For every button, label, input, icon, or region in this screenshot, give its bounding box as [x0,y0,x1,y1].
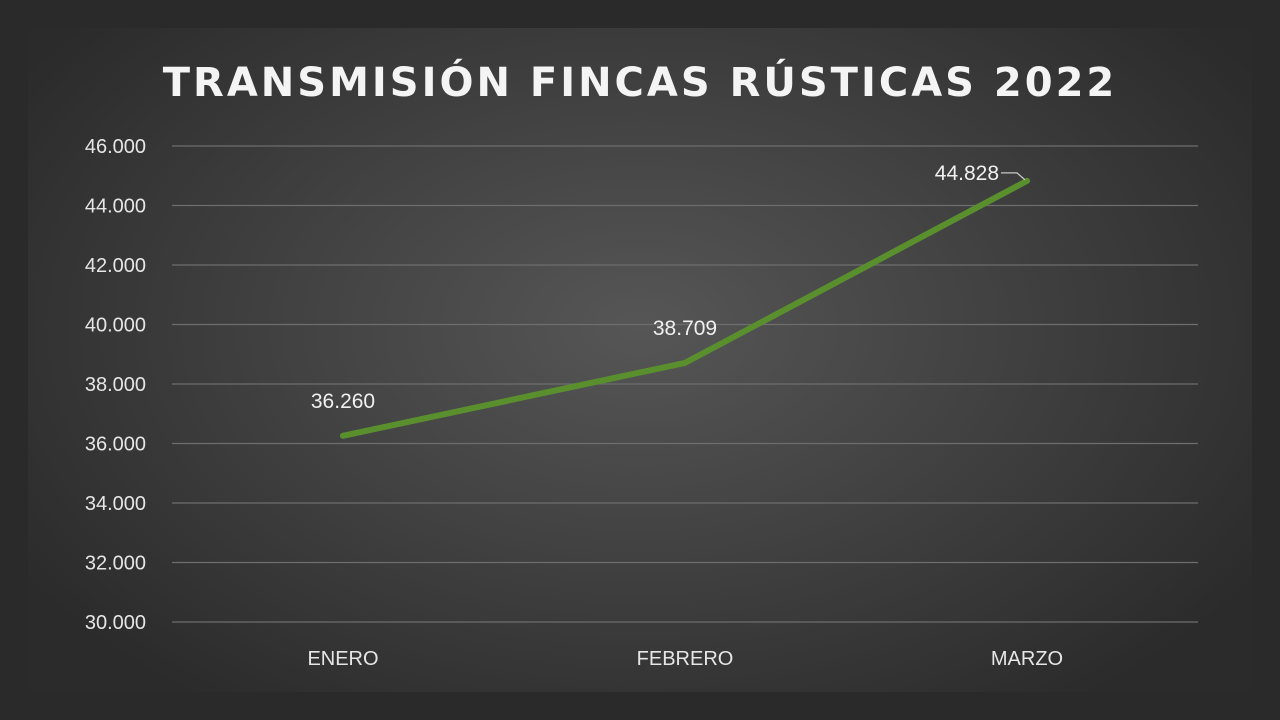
y-axis-ticks: 30.000 32.000 34.000 36.000 38.000 40.000 42.0… [85,136,146,634]
data-point [682,359,688,366]
data-label: 38.709 [653,317,717,340]
data-label-leader [1001,172,1026,181]
data-point [1024,177,1030,184]
y-tick-label: 42.000 [85,255,146,277]
y-tick-label: 30.000 [85,612,146,634]
y-tick-label: 34.000 [85,493,146,515]
x-axis-ticks: ENERO FEBRERO MARZO [307,648,1063,670]
y-tick-label: 46.000 [85,136,146,158]
data-label: 36.260 [311,390,375,413]
data-labels: 36.260 38.709 44.828 [311,162,1026,413]
data-point [340,432,346,439]
y-tick-label: 36.000 [85,434,146,456]
x-tick-label: MARZO [991,648,1063,670]
line-chart: TRANSMISIÓN FINCAS RÚSTICAS 2022 30.0003… [85,58,1198,670]
y-tick-label: 40.000 [85,315,146,337]
gridlines [172,145,1198,623]
data-label: 44.828 [935,162,999,185]
x-tick-label: ENERO [307,648,378,670]
chart-area: TRANSMISIÓN FINCAS RÚSTICAS 2022 30.000 3… [28,28,1252,692]
series-line [340,177,1030,439]
series [340,177,1030,439]
y-tick-label: 38.000 [85,374,146,396]
y-tick-label: 32.000 [85,553,146,575]
y-tick-label: 44.000 [85,196,146,218]
x-tick-label: FEBRERO [637,648,734,670]
chart-title: TRANSMISIÓN FINCAS RÚSTICAS 2022 [163,58,1117,106]
